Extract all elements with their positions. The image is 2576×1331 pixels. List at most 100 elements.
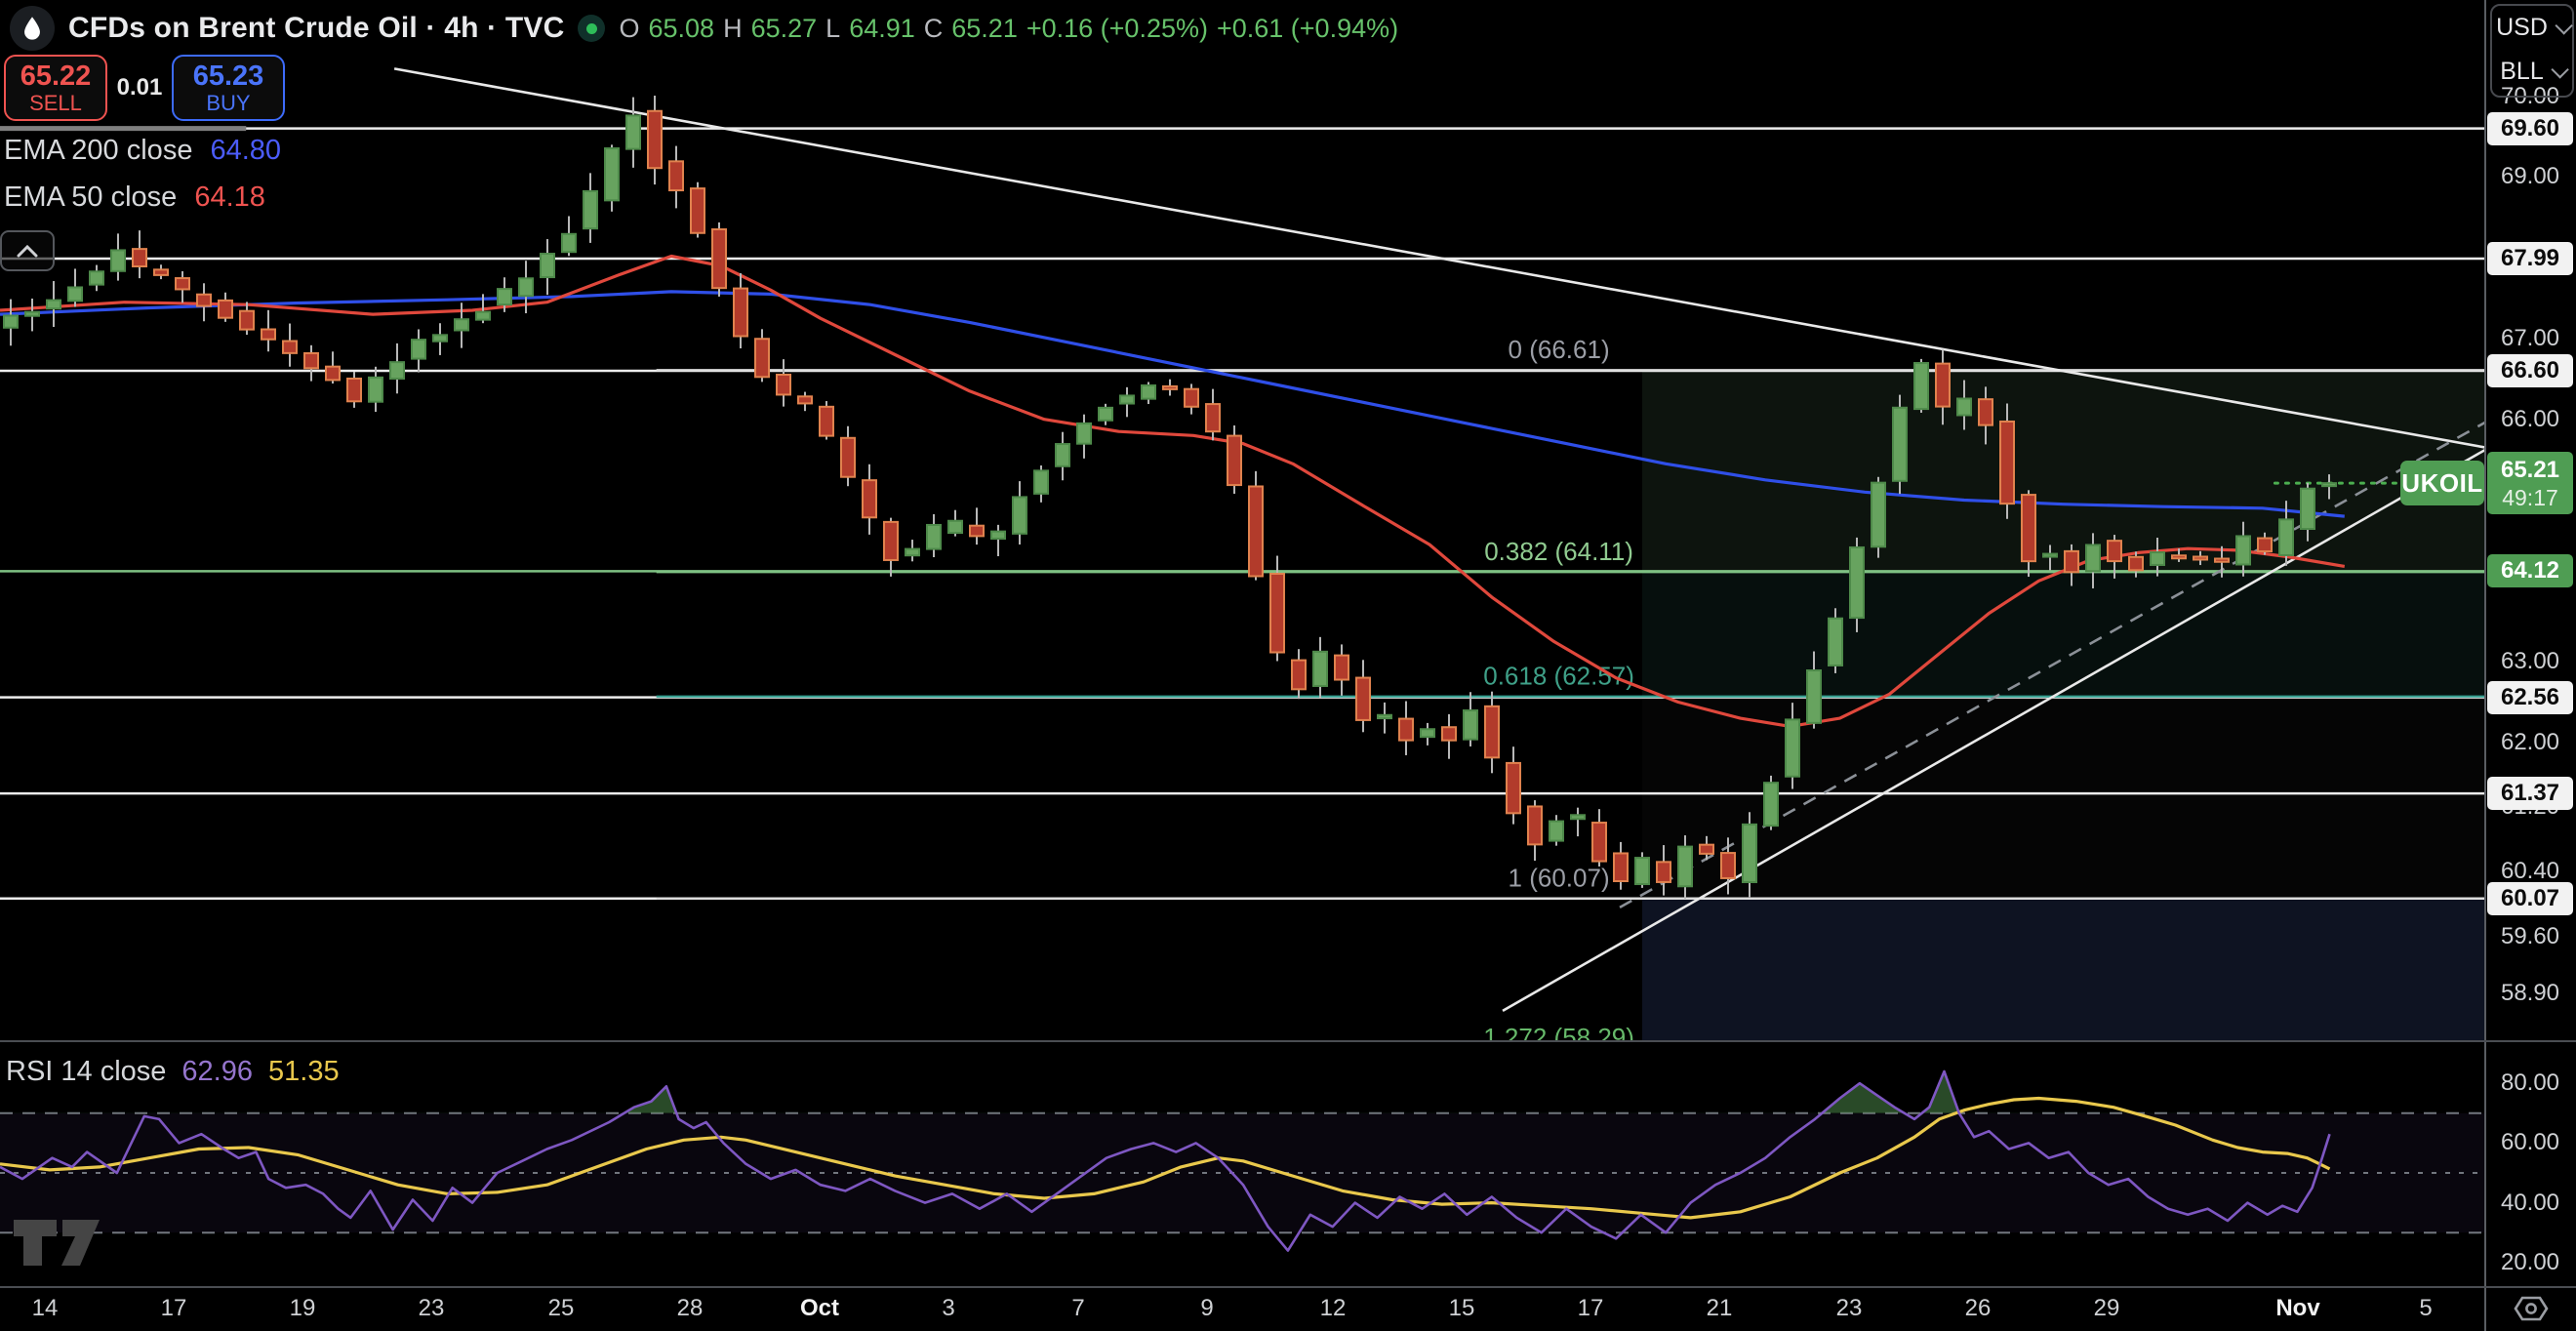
candle-body [561, 232, 577, 254]
candle-body [690, 187, 705, 234]
symbol-title[interactable]: CFDs on Brent Crude Oil · 4h · TVC [68, 12, 565, 44]
time-axis-label: 26 [1964, 1295, 1992, 1321]
ema50-value: 64.18 [194, 182, 265, 213]
candle-body [1291, 659, 1307, 691]
candle-body [1484, 705, 1500, 759]
chart-legend-header: CFDs on Brent Crude Oil · 4h · TVC O 65.0… [10, 6, 1398, 51]
candle-body [153, 268, 169, 276]
candle-body [1720, 852, 1736, 879]
fib-level-label: 0 (66.61) [1509, 335, 1610, 364]
rsi-line[interactable] [0, 1069, 2331, 1252]
candle-body [2150, 551, 2165, 566]
candles-layer[interactable] [3, 96, 2337, 900]
trade-panel: 65.22 SELL 0.01 65.23 BUY [4, 55, 285, 121]
candle-body [1141, 383, 1156, 400]
price-axis-label: 58.90 [2500, 979, 2560, 1006]
rsi-axis-label: 80.00 [2500, 1069, 2560, 1097]
rsi-value: 62.96 [181, 1056, 253, 1087]
price-axis-line-badge: 66.60 [2487, 354, 2573, 388]
price-axis-green-badge: 64.12 [2487, 554, 2573, 588]
candle-body [1055, 443, 1070, 467]
time-axis-label: 5 [2419, 1295, 2433, 1321]
candle-body [1506, 761, 1521, 815]
rsi-ma-value: 51.35 [268, 1056, 340, 1087]
candle-body [2235, 535, 2251, 566]
candle-body [1849, 545, 1865, 620]
fib-level-label: 0.618 (62.57) [1483, 662, 1634, 691]
candle-body [1570, 814, 1586, 821]
chevron-down-icon [2555, 17, 2573, 35]
axis-settings-button[interactable] [2486, 1286, 2576, 1331]
time-axis-label: 17 [160, 1295, 187, 1321]
ohlc-values: O 65.08 H 65.27 L 64.91 C 65.21 +0.16 (+0.25… [619, 14, 1398, 44]
price-axis[interactable]: USD BLL 70.0069.0067.0066.0064.0063.0062… [2486, 0, 2576, 1331]
candle-body [67, 286, 83, 302]
ascending-support-trendline[interactable] [1502, 448, 2486, 1012]
candle-body [2085, 544, 2101, 573]
candle-body [346, 377, 362, 403]
candle-body [46, 299, 61, 310]
candle-body [2107, 540, 2122, 563]
time-axis-label: 17 [1577, 1295, 1604, 1321]
candle-body [1956, 397, 1972, 417]
candle-body [389, 361, 405, 381]
candle-body [840, 436, 856, 478]
time-axis-label: 9 [1200, 1295, 1214, 1321]
time-axis-label: 25 [547, 1295, 575, 1321]
sell-button[interactable]: 65.22 SELL [4, 55, 107, 121]
ohlc-close-label: C [923, 13, 944, 43]
time-axis-label: 29 [2093, 1295, 2120, 1321]
ohlc-low-value: 64.91 [849, 13, 915, 43]
candle-body [1441, 726, 1457, 742]
candle-body [1463, 709, 1478, 741]
chevron-down-icon [2551, 60, 2569, 79]
candle-body [454, 318, 469, 332]
candle-body [1334, 654, 1349, 681]
hexagon-settings-icon [2514, 1296, 2549, 1321]
rsi-label: RSI 14 close [6, 1056, 167, 1087]
rsi-ma-line[interactable] [0, 1096, 2331, 1220]
descending-resistance-trendline[interactable] [393, 67, 2486, 449]
axis-unit-box: USD BLL [2490, 4, 2574, 98]
candle-body [862, 479, 877, 519]
candle-body [1613, 852, 1629, 883]
price-axis-line-badge: 69.60 [2487, 111, 2573, 145]
legend-collapse-button[interactable] [0, 230, 55, 271]
legend-item-rsi[interactable]: RSI 14 close 62.96 51.35 [6, 1056, 340, 1088]
time-axis-label: 15 [1448, 1295, 1475, 1321]
candle-body [647, 109, 663, 170]
candle-body [1119, 394, 1135, 405]
rsi-axis-label: 40.00 [2500, 1189, 2560, 1216]
candle-body [797, 395, 813, 405]
candle-body [1269, 572, 1285, 654]
rsi-pane[interactable] [0, 1069, 2486, 1266]
currency-dropdown[interactable]: USD [2492, 6, 2573, 50]
legend-item-ema200[interactable]: EMA 200 close 64.80 [4, 135, 281, 167]
ema50-line[interactable] [0, 254, 2346, 729]
current-price-badge: 65.21 49:17 [2487, 452, 2573, 515]
buy-button[interactable]: 65.23 BUY [172, 55, 285, 121]
unit-dropdown[interactable]: BLL [2492, 50, 2572, 94]
candle-body [325, 365, 341, 382]
candle-body [583, 189, 598, 230]
ema200-line[interactable] [0, 290, 2345, 518]
symbol-price-marker: UKOIL [2400, 461, 2484, 506]
candle-body [540, 253, 555, 279]
candle-body [1098, 406, 1113, 422]
candle-body [1699, 843, 1714, 855]
price-rsi-pane-divider[interactable] [0, 1040, 2576, 1042]
legend-item-ema50[interactable]: EMA 50 close 64.18 [4, 182, 265, 214]
candle-body [132, 248, 147, 267]
time-axis[interactable]: 14 17 19 23 25 28 Oct 3 7 9 12 15 17 21 23 26 29 Nov 5 [0, 1286, 2486, 1331]
fib-level-label: 1 (60.07) [1509, 864, 1610, 893]
candle-body [497, 288, 512, 306]
pane-axis-divider[interactable] [2484, 0, 2486, 1331]
candle-body [1591, 822, 1607, 863]
candle-body [1785, 718, 1800, 778]
candle-body [1763, 782, 1779, 827]
fib-zone-band [1641, 572, 2486, 697]
market-status-icon [578, 15, 606, 42]
price-pane[interactable]: 0 (66.61) 0.382 (64.11) 0.618 (62.57) 1 (60… [0, 67, 2486, 1052]
